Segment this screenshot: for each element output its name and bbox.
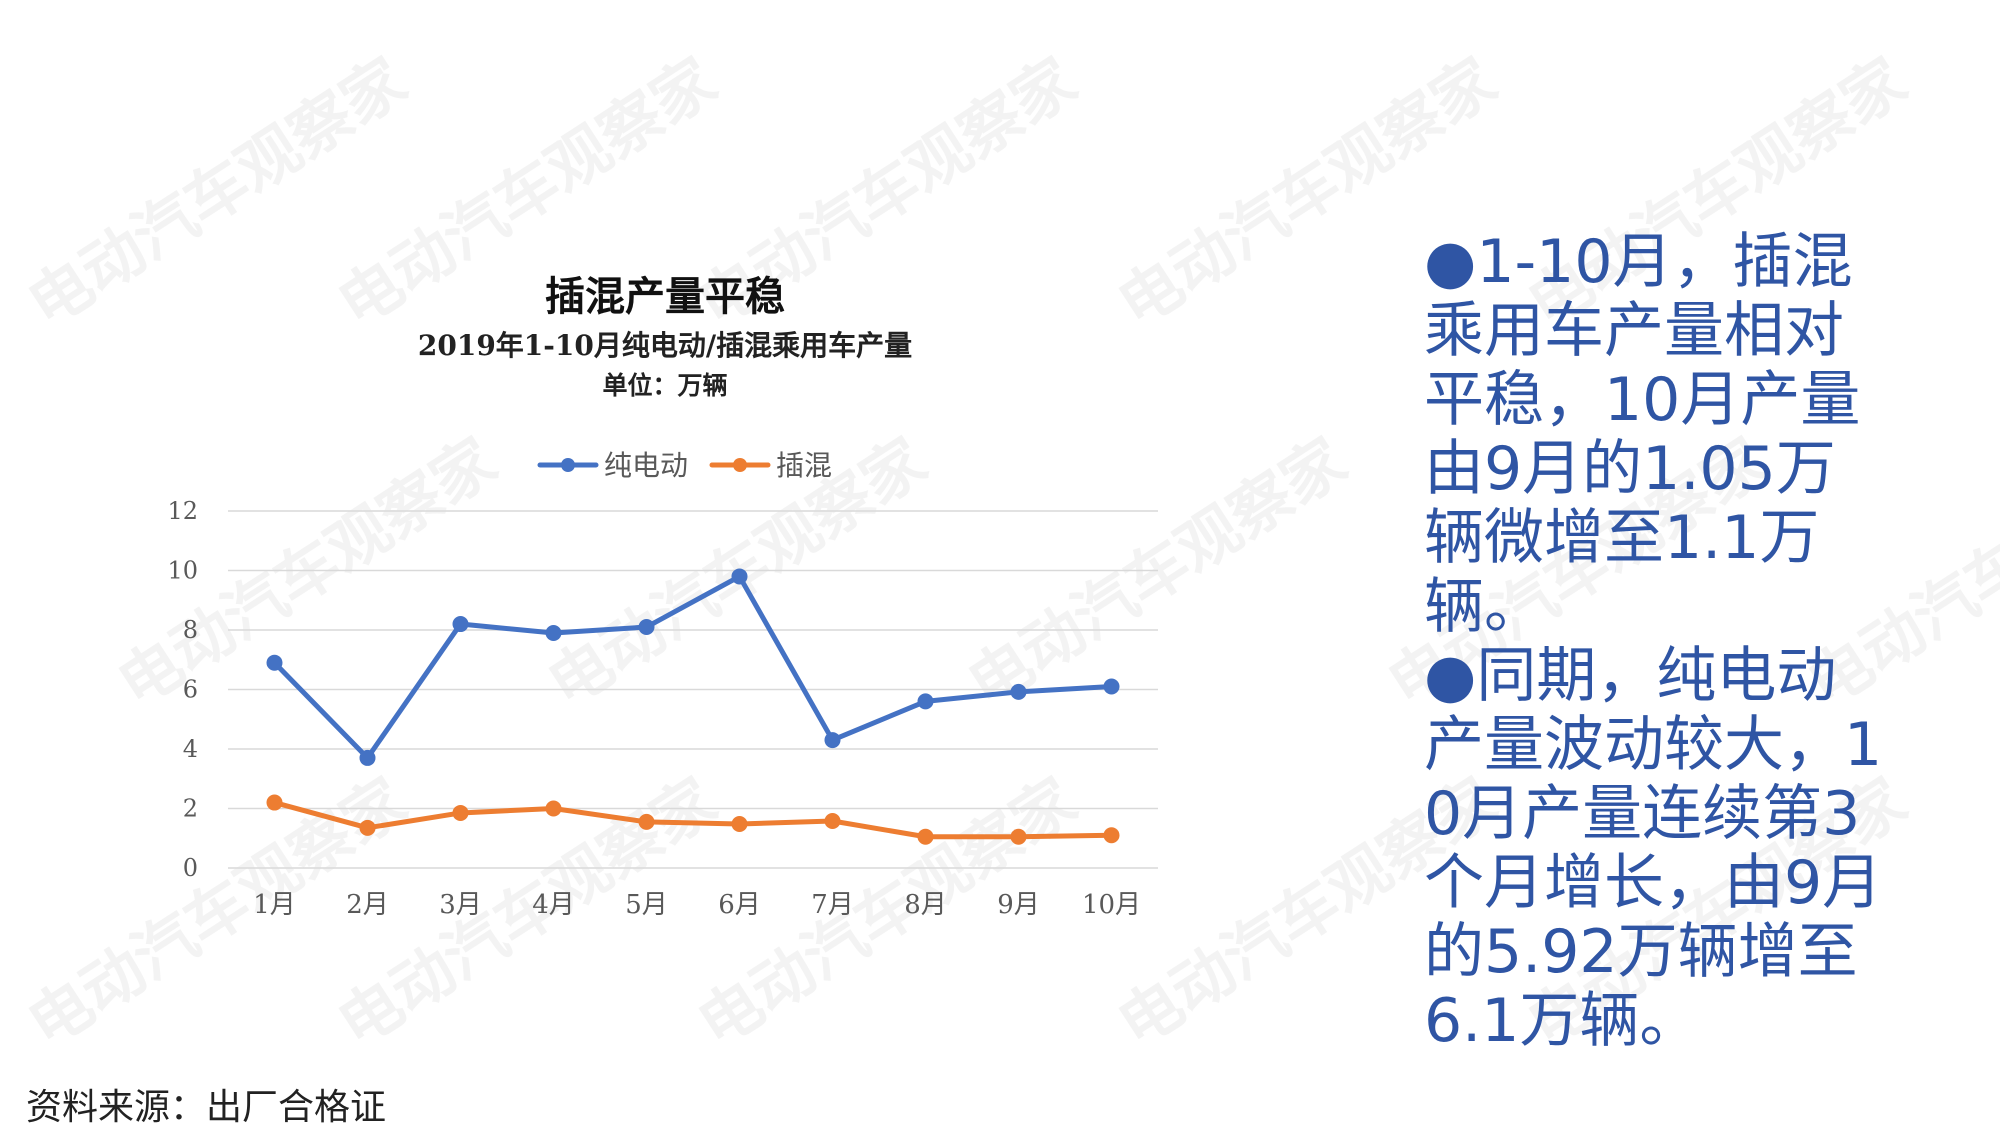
x-tick-label: 7月: [811, 890, 854, 920]
x-tick-label: 3月: [439, 890, 482, 920]
chart-subtitle: 2019年1-10月纯电动/插混乘用车产量: [417, 329, 913, 362]
data-point: [1103, 678, 1120, 695]
x-tick-label: 6月: [718, 890, 761, 920]
x-tick-label: 5月: [625, 890, 668, 920]
y-tick-label: 8: [183, 616, 198, 644]
series-line-1: [272, 800, 1114, 840]
summary-text: ●1-10月，插混乘用车产量相对平稳，10月产量由9月的1.05万辆微增至1.1…: [1424, 228, 1894, 1056]
source-note: 资料来源：出厂合格证: [26, 1087, 387, 1128]
chart-title: 插混产量平稳: [545, 273, 785, 320]
series-line-0: [272, 573, 1114, 761]
y-tick-label: 0: [183, 854, 198, 882]
data-point: [545, 800, 562, 817]
y-tick-label: 4: [183, 735, 198, 763]
data-point: [824, 812, 841, 829]
data-point: [452, 804, 469, 821]
data-point: [731, 815, 748, 832]
data-point: [917, 828, 934, 845]
series-layer: [266, 568, 1120, 845]
data-point: [266, 794, 283, 811]
data-point: [1103, 827, 1120, 844]
x-tick-label: 2月: [346, 890, 389, 920]
y-axis-ticks: 0 2 4 6 8 10 12: [167, 497, 198, 882]
data-point: [638, 813, 655, 830]
data-point: [545, 624, 562, 641]
legend-label: 纯电动: [604, 449, 688, 482]
summary-paragraph-2: ●同期，纯电动产量波动较大，10月产量连续第3个月增长，由9月的5.92万辆增至…: [1424, 641, 1883, 1056]
data-point: [452, 616, 469, 633]
legend-item: 插混: [709, 449, 832, 482]
legend-label: 插混: [776, 449, 832, 482]
y-tick-label: 6: [183, 676, 198, 704]
x-tick-label: 8月: [904, 890, 947, 920]
x-tick-label: 9月: [997, 890, 1040, 920]
legend-swatch-dot: [733, 458, 747, 472]
data-point: [917, 693, 934, 710]
chart-unit: 单位：万辆: [602, 371, 728, 400]
data-point: [731, 568, 748, 585]
chart-grid: [228, 510, 1158, 869]
data-point: [824, 732, 841, 749]
legend-item: 纯电动: [537, 449, 688, 482]
data-point: [359, 819, 376, 836]
data-point: [359, 749, 376, 766]
data-point: [638, 619, 655, 636]
y-tick-label: 2: [183, 795, 198, 823]
data-point: [266, 654, 283, 671]
x-tick-label: 10月: [1082, 890, 1141, 920]
y-tick-label: 12: [167, 497, 198, 525]
x-tick-label: 4月: [532, 890, 575, 920]
x-axis-ticks: 1月 2月 3月 4月 5月 6月 7月 8月 9月 10月: [253, 890, 1141, 920]
data-point: [1010, 683, 1027, 700]
data-point: [1010, 828, 1027, 845]
legend-swatch-dot: [561, 458, 575, 472]
legend: 纯电动 插混: [537, 449, 832, 482]
x-tick-label: 1月: [253, 890, 296, 920]
summary-paragraph-1: ●1-10月，插混乘用车产量相对平稳，10月产量由9月的1.05万辆微增至1.1…: [1424, 227, 1861, 642]
y-tick-label: 10: [167, 557, 198, 585]
